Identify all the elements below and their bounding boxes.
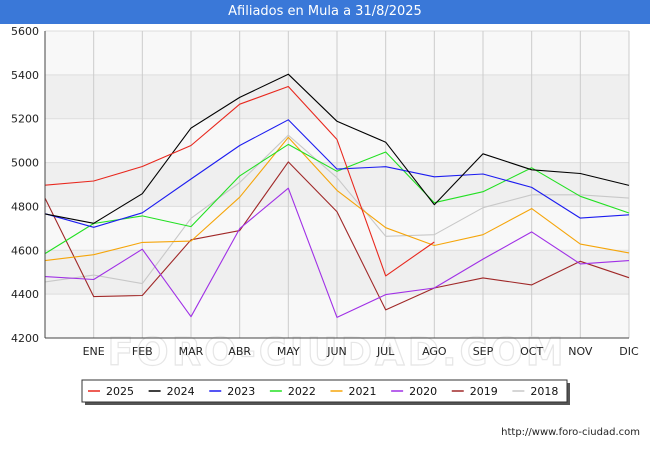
watermark: FORO-CIUDAD.COM: [107, 330, 566, 374]
x-tick-label: DIC: [619, 345, 639, 358]
series-line-2019: [44, 161, 630, 311]
x-tick-label: ENE: [83, 345, 105, 358]
y-tick-label: 4400: [11, 288, 39, 301]
y-tick-label: 5000: [11, 157, 39, 170]
series-line-2023: [44, 119, 630, 228]
x-tick-label: JUN: [326, 345, 347, 358]
y-tick-label: 4600: [11, 244, 39, 257]
series-line-2020: [44, 187, 630, 318]
y-tick-label: 5600: [11, 25, 39, 38]
legend-label-2025: 2025: [106, 385, 134, 398]
x-tick-label: MAR: [179, 345, 204, 358]
legend: 2025 2024 2023 2022 2021 2020 2019 2018: [81, 379, 570, 405]
series-line-2022: [44, 143, 630, 255]
legend-label-2018: 2018: [530, 385, 558, 398]
chart-title: Afiliados en Mula a 31/8/2025: [0, 0, 650, 24]
legend-label-2019: 2019: [470, 385, 498, 398]
y-tick-label: 5400: [11, 69, 39, 82]
series-line-2025: [44, 85, 435, 277]
y-tick-label: 4800: [11, 200, 39, 213]
y-tick-label: 4200: [11, 332, 39, 345]
source-credit: http://www.foro-ciudad.com: [501, 427, 640, 438]
x-tick-label: SEP: [473, 345, 494, 358]
y-tick-label: 5200: [11, 113, 39, 126]
x-tick-label: MAY: [277, 345, 300, 358]
x-tick-label: ABR: [228, 345, 251, 358]
series-line-2021: [44, 136, 630, 262]
x-tick-label: AGO: [422, 345, 447, 358]
x-tick-label: FEB: [132, 345, 153, 358]
series-line-2018: [44, 134, 630, 285]
x-tick-label: NOV: [568, 345, 593, 358]
legend-label-2022: 2022: [288, 385, 316, 398]
x-tick-label: OCT: [520, 345, 543, 358]
series-line-2024: [44, 73, 630, 224]
legend-label-2020: 2020: [409, 385, 437, 398]
legend-label-2023: 2023: [227, 385, 255, 398]
legend-box: [81, 379, 568, 403]
legend-label-2021: 2021: [349, 385, 377, 398]
x-tick-label: JUL: [376, 345, 395, 358]
legend-label-2024: 2024: [167, 385, 195, 398]
